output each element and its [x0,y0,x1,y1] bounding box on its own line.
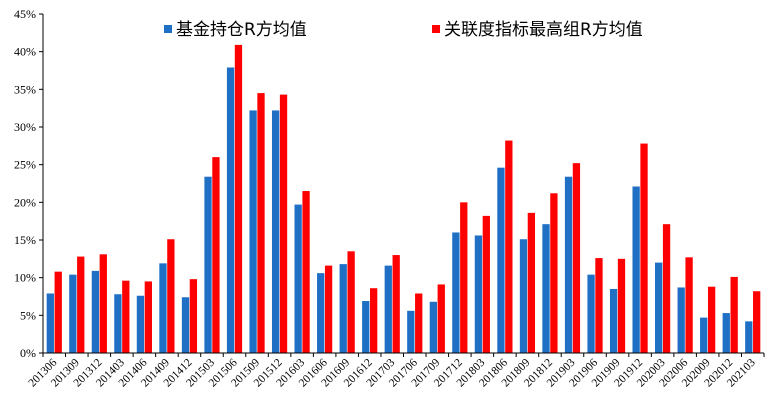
y-tick-label: 45% [14,7,36,21]
legend-swatch-series-2 [432,25,440,33]
bar-series-1 [609,288,618,353]
bar-series-1 [249,110,257,353]
bar-series-1 [655,262,663,353]
y-tick-label: 35% [14,82,36,96]
bar-series-1 [474,235,483,353]
y-tick-label: 25% [14,158,36,172]
y-tick-label: 10% [14,271,36,285]
bar-series-2 [99,254,107,353]
bar-series-2 [392,255,400,353]
bar-series-2 [234,44,243,354]
bar-series-1 [429,301,437,353]
bar-series-2 [370,288,378,353]
bar-series-2 [189,279,198,353]
y-tick-label: 5% [20,308,36,322]
bar-series-1 [497,167,505,353]
bar-series-2 [324,265,333,353]
bar-series-2 [279,94,288,354]
bar-series-1 [384,265,392,353]
bar-series-2 [144,281,152,353]
bar-series-2 [527,212,536,353]
bar-series-2 [347,251,355,353]
bar-series-2 [595,258,603,353]
legend-label-series-2: 关联度指标最高组R方均值 [444,20,643,40]
bar-series-1 [745,321,753,353]
bar-series-2 [482,215,490,353]
y-axis: 0% 5% 10% 15% 20% 25% 30% 35% 40% 45% [14,7,44,360]
y-tick-label: 30% [14,120,36,134]
bar-series-1 [700,317,708,353]
bar-series-1 [226,67,235,353]
bar-series-2 [167,239,175,353]
bar-series-1 [91,270,100,353]
bar-series-2 [54,271,62,353]
legend: 基金持仓R方均值 关联度指标最高组R方均值 [164,20,643,40]
bar-series-2 [707,286,716,353]
bar-series-1 [46,293,54,353]
legend-label-series-1: 基金持仓R方均值 [176,20,307,40]
bar-series-2 [77,256,85,353]
bar-series-1 [362,301,370,353]
y-tick-label: 15% [14,233,36,247]
bar-series-1 [519,239,528,353]
bar-series-2 [640,143,648,353]
y-tick-label: 0% [20,346,36,360]
bar-series-1 [181,297,190,353]
bar-series-2 [505,140,513,353]
bar-series-1 [587,274,595,353]
bar-series-1 [677,287,685,353]
bar-series-2 [415,293,423,353]
bar-series-1 [294,204,302,353]
bar-series-2 [302,191,310,353]
bar-series-2 [617,258,626,353]
bar-series-2 [730,276,738,353]
bars [46,44,761,354]
bar-series-2 [212,157,220,353]
bar-series-1 [159,263,167,353]
bar-series-1 [564,176,573,353]
bar-series-1 [69,274,77,353]
bar-series-1 [632,186,640,353]
bar-series-1 [204,176,212,353]
y-tick-label: 20% [14,195,36,209]
bar-series-1 [317,273,325,353]
bar-series-1 [136,295,145,353]
legend-swatch-series-1 [164,25,172,33]
bar-series-2 [572,163,581,353]
bar-series-2 [257,93,265,353]
bar-series-2 [753,291,761,353]
bar-series-2 [460,202,468,353]
bar-series-1 [407,310,415,353]
y-tick-label: 40% [14,45,36,59]
bar-series-2 [685,257,693,353]
bar-series-1 [722,313,730,353]
bar-series-1 [114,294,122,353]
bar-series-1 [271,110,280,353]
bar-series-1 [542,224,550,353]
x-axis: 2013062013092013122014032014062014092014… [27,352,765,390]
bar-series-2 [550,193,558,353]
bar-series-2 [662,224,671,353]
bar-series-1 [339,264,347,353]
bar-series-1 [452,232,460,353]
bar-series-2 [122,280,130,353]
bar-series-2 [437,284,445,353]
